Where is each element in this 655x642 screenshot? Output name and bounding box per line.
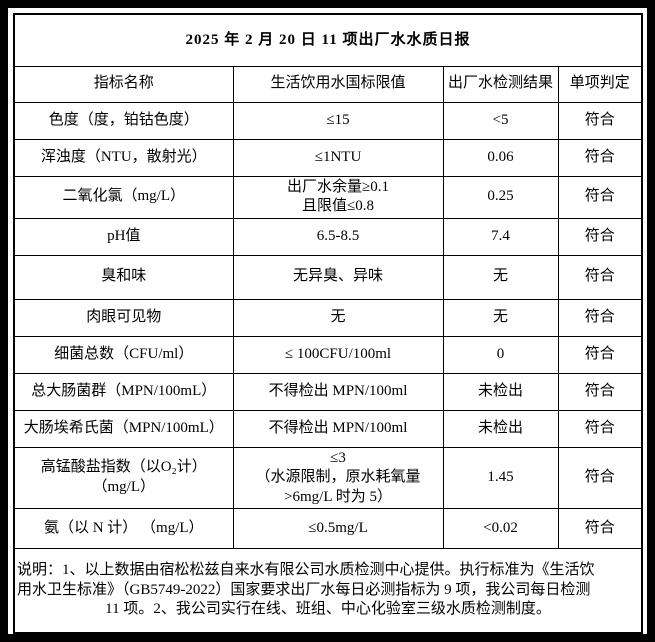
indicator-cell: 臭和味 bbox=[13, 254, 234, 300]
title-row: 2025 年 2 月 20 日 11 项出厂水水质日报 bbox=[13, 13, 643, 67]
note-cell: 说明：1、以上数据由宿松松兹自来水有限公司水质检测中心提供。执行标准为《生活饮 … bbox=[13, 548, 643, 633]
table-row-permanganate-index: 高锰酸盐指数（以O₂计）（mg/L） ≤3 （水源限制，原水耗氧量 >6mg/L… bbox=[13, 446, 643, 509]
table-row-ph: pH值 6.5-8.5 7.4 符合 bbox=[13, 217, 643, 256]
column-header-judgment: 单项判定 bbox=[557, 65, 643, 103]
note-row: 说明：1、以上数据由宿松松兹自来水有限公司水质检测中心提供。执行标准为《生活饮 … bbox=[13, 548, 643, 633]
judgment-cell: 符合 bbox=[557, 101, 643, 140]
result-cell: 0.25 bbox=[442, 175, 559, 219]
result-cell: 无 bbox=[442, 254, 559, 300]
limit-cell: 不得检出 MPN/100ml bbox=[232, 409, 444, 448]
result-cell: 7.4 bbox=[442, 217, 559, 256]
result-cell: 0.06 bbox=[442, 138, 559, 177]
table-row-total-coliform: 总大肠菌群（MPN/100mL） 不得检出 MPN/100ml 未检出 符合 bbox=[13, 372, 643, 411]
judgment-cell: 符合 bbox=[557, 298, 643, 337]
judgment-cell: 符合 bbox=[557, 335, 643, 374]
column-header-limit: 生活饮用水国标限值 bbox=[232, 65, 444, 103]
judgment-cell: 符合 bbox=[557, 508, 643, 549]
report-title: 2025 年 2 月 20 日 11 项出厂水水质日报 bbox=[13, 13, 643, 67]
table-row-bacteria-count: 细菌总数（CFU/ml） ≤ 100CFU/100ml 0 符合 bbox=[13, 335, 643, 374]
limit-cell: 6.5-8.5 bbox=[232, 217, 444, 256]
judgment-cell: 符合 bbox=[557, 446, 643, 509]
note-line-1: 说明：1、以上数据由宿松松兹自来水有限公司水质检测中心提供。执行标准为《生活饮 bbox=[17, 562, 595, 578]
judgment-cell: 符合 bbox=[557, 372, 643, 411]
result-cell: <5 bbox=[442, 101, 559, 140]
limit-cell: ≤ 100CFU/100ml bbox=[232, 335, 444, 374]
indicator-cell: 色度（度，铂钴色度） bbox=[13, 101, 234, 140]
note-line-2: 用水卫生标准》（GB5749-2022）国家要求出厂水每日必测指标为 9 项，我… bbox=[17, 581, 591, 598]
limit-cell: ≤0.5mg/L bbox=[232, 508, 444, 549]
result-cell: 未检出 bbox=[442, 409, 559, 448]
column-header-result: 出厂水检测结果 bbox=[442, 65, 559, 103]
judgment-cell: 符合 bbox=[557, 254, 643, 300]
indicator-cell: 氨（以 N 计） （mg/L） bbox=[13, 508, 234, 549]
column-header-indicator: 指标名称 bbox=[13, 65, 234, 103]
result-cell: <0.02 bbox=[442, 508, 559, 549]
report-page: 2025 年 2 月 20 日 11 项出厂水水质日报 指标名称 生活饮用水国标… bbox=[8, 8, 647, 634]
indicator-cell: pH值 bbox=[13, 217, 234, 256]
table-row-chroma: 色度（度，铂钴色度） ≤15 <5 符合 bbox=[13, 101, 643, 140]
indicator-cell: 浑浊度（NTU，散射光） bbox=[13, 138, 234, 177]
limit-cell: 不得检出 MPN/100ml bbox=[232, 372, 444, 411]
indicator-cell: 高锰酸盐指数（以O₂计）（mg/L） bbox=[13, 446, 234, 509]
indicator-cell: 总大肠菌群（MPN/100mL） bbox=[13, 372, 234, 411]
table-row-turbidity: 浑浊度（NTU，散射光） ≤1NTU 0.06 符合 bbox=[13, 138, 643, 177]
table-row-odor-taste: 臭和味 无异臭、异味 无 符合 bbox=[13, 254, 643, 300]
judgment-cell: 符合 bbox=[557, 217, 643, 256]
limit-cell: ≤1NTU bbox=[232, 138, 444, 177]
indicator-cell: 肉眼可见物 bbox=[13, 298, 234, 337]
limit-cell: 无异臭、异味 bbox=[232, 254, 444, 300]
judgment-cell: 符合 bbox=[557, 409, 643, 448]
result-cell: 0 bbox=[442, 335, 559, 374]
table-row-ecoli: 大肠埃希氏菌（MPN/100mL） 不得检出 MPN/100ml 未检出 符合 bbox=[13, 409, 643, 448]
judgment-cell: 符合 bbox=[557, 138, 643, 177]
water-quality-table: 2025 年 2 月 20 日 11 项出厂水水质日报 指标名称 生活饮用水国标… bbox=[13, 13, 643, 634]
indicator-cell: 二氧化氯（mg/L） bbox=[13, 175, 234, 219]
result-cell: 无 bbox=[442, 298, 559, 337]
table-row-chlorine-dioxide: 二氧化氯（mg/L） 出厂水余量≥0.1 且限值≤0.8 0.25 符合 bbox=[13, 175, 643, 219]
limit-cell: 出厂水余量≥0.1 且限值≤0.8 bbox=[232, 175, 444, 219]
header-row: 指标名称 生活饮用水国标限值 出厂水检测结果 单项判定 bbox=[13, 65, 643, 103]
indicator-cell: 大肠埃希氏菌（MPN/100mL） bbox=[13, 409, 234, 448]
note-line-3: 11 项。2、我公司实行在线、班组、中心化验室三级水质检测制度。 bbox=[105, 601, 551, 617]
result-cell: 未检出 bbox=[442, 372, 559, 411]
limit-cell: ≤15 bbox=[232, 101, 444, 140]
table-row-ammonia: 氨（以 N 计） （mg/L） ≤0.5mg/L <0.02 符合 bbox=[13, 508, 643, 549]
table-row-visible-matter: 肉眼可见物 无 无 符合 bbox=[13, 298, 643, 337]
limit-cell: ≤3 （水源限制，原水耗氧量 >6mg/L 时为 5） bbox=[232, 446, 444, 509]
result-cell: 1.45 bbox=[442, 446, 559, 509]
limit-cell: 无 bbox=[232, 298, 444, 337]
indicator-cell: 细菌总数（CFU/ml） bbox=[13, 335, 234, 374]
judgment-cell: 符合 bbox=[557, 175, 643, 219]
